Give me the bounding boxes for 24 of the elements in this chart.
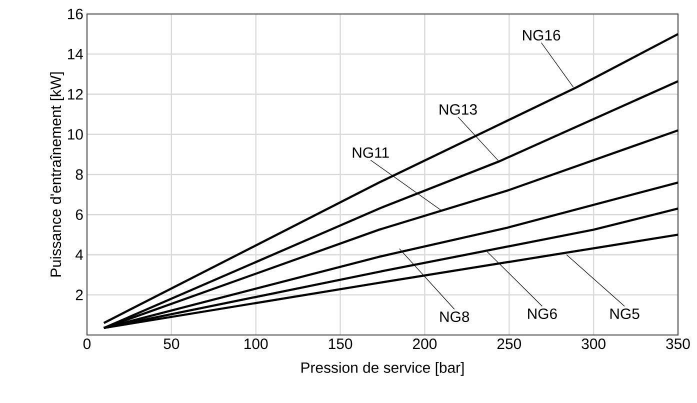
y-axis-title: Puissance d'entraînement [kW] [50, 72, 64, 276]
y-tick-label: 16 [68, 8, 83, 20]
annotation: NG6 [528, 308, 557, 320]
y-tick-label: 6 [76, 209, 83, 220]
x-tick-label: 200 [413, 338, 437, 350]
annotation: NG8 [440, 311, 470, 322]
annotation: NG13 [440, 104, 477, 115]
x-tick-label: 0 [83, 338, 91, 350]
x-axis-title: Pression de service [bar] [301, 362, 464, 376]
x-tick-label: 350 [666, 338, 690, 350]
x-tick-label: 150 [328, 338, 352, 350]
y-tick-label: 12 [68, 89, 83, 100]
annotation: NG11 [352, 147, 389, 158]
y-tick-label: 14 [68, 48, 84, 60]
y-tick-label: 8 [76, 169, 83, 180]
annotation: NG16 [523, 30, 560, 41]
y-tick-label: 2 [76, 290, 83, 300]
y-tick-label: 4 [76, 250, 84, 260]
x-tick-label: 300 [582, 338, 606, 350]
x-tick-label: 250 [497, 338, 522, 350]
y-tick-label: 10 [68, 129, 83, 140]
x-tick-label: 100 [244, 338, 268, 350]
annotation: NG5 [610, 308, 640, 320]
x-tick-label: 50 [164, 338, 180, 350]
